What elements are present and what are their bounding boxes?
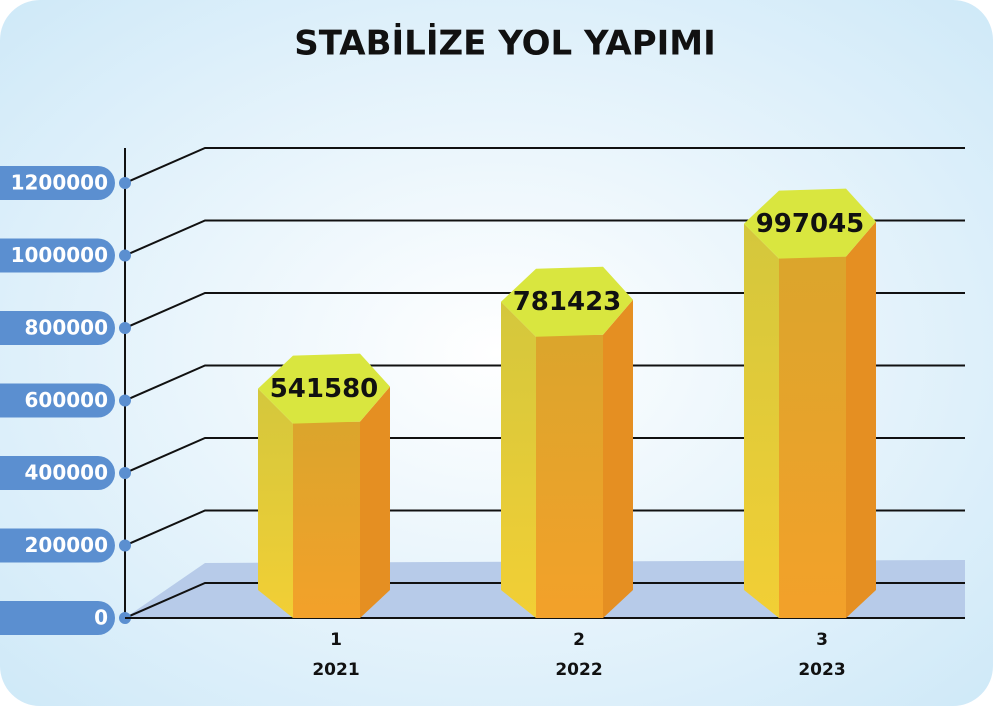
grid-line	[124, 509, 965, 547]
bar	[501, 266, 633, 618]
bar-top	[744, 188, 876, 259]
tick-dot	[119, 249, 131, 262]
bar-right	[603, 299, 633, 618]
grid-line	[124, 219, 965, 257]
chart-title: STABİLİZE YOL YAPIMI	[294, 23, 716, 64]
bar-top	[501, 266, 633, 337]
y-tick-pill	[0, 601, 115, 635]
tick-dot	[119, 539, 131, 552]
bar	[258, 353, 390, 618]
x-tick-label: 1	[330, 630, 342, 650]
y-tick-pill	[0, 238, 115, 273]
x-sublabel: 2021	[312, 660, 359, 680]
y-tick-pill	[0, 456, 115, 490]
value-label: 541580	[270, 374, 379, 404]
y-tick-label: 600000	[25, 388, 109, 412]
grid-line	[124, 292, 965, 329]
y-tick-label: 400000	[25, 461, 109, 485]
x-tick-label: 2	[573, 630, 585, 650]
y-tick-label: 1200000	[11, 171, 108, 195]
value-label: 781423	[513, 287, 622, 317]
bar-right	[360, 386, 390, 618]
bar-top	[258, 353, 390, 424]
y-tick-label: 0	[94, 606, 108, 630]
bar-right	[846, 221, 876, 619]
y-tick-label: 200000	[25, 533, 109, 557]
tick-dot	[119, 177, 131, 189]
tick-dot	[119, 467, 131, 479]
bar-left	[258, 388, 293, 618]
bar-front	[536, 334, 603, 618]
bar	[744, 188, 876, 619]
tick-dot	[119, 394, 131, 407]
bar-left	[501, 301, 536, 618]
tick-dot	[119, 322, 131, 334]
x-sublabel: 2023	[798, 660, 845, 680]
y-tick-label: 1000000	[11, 243, 108, 267]
bar-left	[744, 223, 779, 619]
y-tick-label: 800000	[25, 316, 109, 340]
grid-line	[124, 437, 965, 474]
bar-front	[779, 256, 846, 618]
y-tick-pill	[0, 311, 115, 345]
grid-line	[124, 147, 965, 184]
value-label: 997045	[756, 209, 865, 239]
y-tick-pill	[0, 383, 116, 418]
x-sublabel: 2022	[555, 660, 602, 680]
grid-line	[124, 364, 965, 402]
y-tick-pill	[0, 528, 115, 563]
x-tick-label: 3	[816, 630, 828, 650]
grid-line	[124, 582, 965, 619]
bar-front	[293, 421, 360, 618]
y-tick-pill	[0, 166, 115, 200]
